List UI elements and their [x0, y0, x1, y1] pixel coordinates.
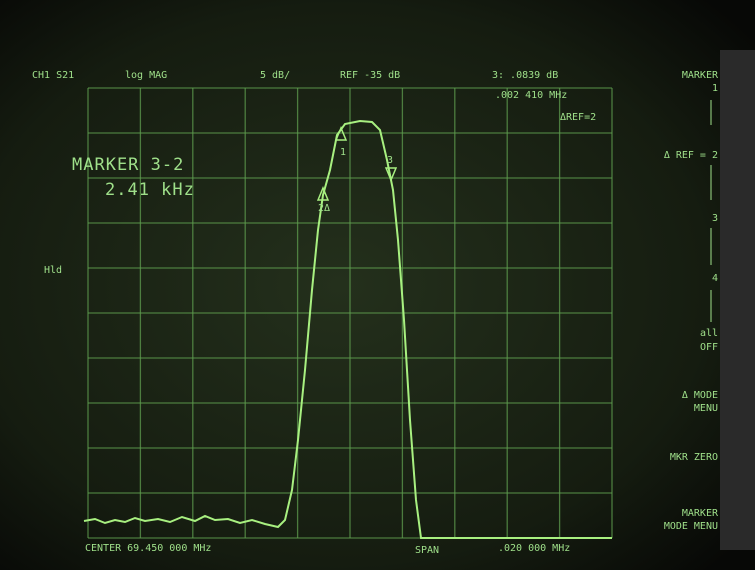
channel: CH1 S21 — [32, 70, 74, 81]
bezel — [720, 50, 755, 550]
marker-label: 3 — [387, 155, 393, 166]
format: log MAG — [125, 70, 167, 81]
marker-frequency: .002 410 MHz — [495, 90, 567, 101]
marker-label: 2Δ — [318, 203, 330, 214]
softkey-label[interactable]: Δ MODE — [682, 390, 718, 401]
scale: 5 dB/ — [260, 70, 290, 81]
marker-box-value: 2.41 kHz — [105, 180, 195, 200]
softkey-label[interactable]: MARKER — [682, 70, 719, 81]
marker-box-title: MARKER 3-2 — [72, 155, 184, 175]
reference: REF -35 dB — [340, 70, 400, 81]
softkey-label[interactable]: MARKER — [682, 508, 719, 519]
delta-ref: ΔREF=2 — [560, 112, 596, 123]
softkey-label[interactable]: MENU — [694, 403, 718, 414]
span-label: SPAN — [415, 545, 439, 556]
softkey-label[interactable]: 4 — [712, 273, 718, 284]
softkey-label[interactable]: 1 — [712, 83, 718, 94]
softkey-label[interactable]: all — [700, 328, 718, 339]
softkey-label[interactable]: Δ REF = 2 — [664, 150, 718, 161]
instrument-screen: 1 2Δ 3 CH1 S21 log MAG 5 dB/ REF -35 dB … — [0, 0, 755, 570]
softkey-label[interactable]: MODE MENU — [664, 521, 718, 532]
center-frequency: CENTER 69.450 000 MHz — [85, 543, 211, 554]
span-value: .020 000 MHz — [498, 543, 570, 554]
softkey-label[interactable]: MKR ZERO — [670, 452, 718, 463]
hold-indicator: Hld — [44, 265, 62, 276]
marker-label: 1 — [340, 147, 346, 158]
softkey-label[interactable]: 3 — [712, 213, 718, 224]
marker-readout: 3: .0839 dB — [492, 70, 558, 81]
screen-background — [0, 0, 755, 570]
softkey-label[interactable]: OFF — [700, 342, 718, 353]
